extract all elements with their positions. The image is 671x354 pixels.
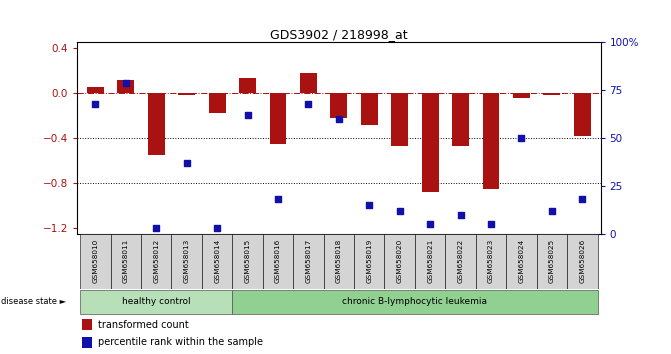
Bar — [209, 93, 225, 113]
Text: GSM658015: GSM658015 — [244, 239, 250, 283]
Bar — [202, 234, 232, 289]
Bar — [293, 234, 323, 289]
Text: GSM658023: GSM658023 — [488, 239, 494, 283]
Bar — [354, 234, 384, 289]
Bar — [83, 319, 92, 330]
Bar — [87, 87, 104, 93]
Point — [516, 135, 527, 141]
Bar — [270, 93, 287, 144]
Point — [212, 225, 223, 231]
Text: GSM658014: GSM658014 — [214, 239, 220, 283]
Point — [395, 208, 405, 213]
Text: GSM658013: GSM658013 — [184, 239, 190, 283]
Text: transformed count: transformed count — [98, 320, 189, 330]
Bar — [232, 234, 263, 289]
Point — [546, 208, 557, 213]
Point — [151, 225, 162, 231]
Bar — [506, 234, 537, 289]
Point — [425, 221, 435, 227]
Text: GSM658021: GSM658021 — [427, 239, 433, 283]
Bar — [567, 234, 597, 289]
Text: GSM658018: GSM658018 — [336, 239, 342, 283]
Point — [333, 116, 344, 122]
Bar — [537, 234, 567, 289]
Bar — [513, 93, 530, 98]
Point — [486, 221, 497, 227]
Bar — [574, 93, 590, 136]
Point — [90, 101, 101, 107]
Bar — [83, 337, 92, 348]
Text: GSM658011: GSM658011 — [123, 239, 129, 283]
Bar — [178, 93, 195, 95]
Bar — [141, 234, 172, 289]
Bar — [384, 234, 415, 289]
Bar — [482, 93, 499, 189]
Text: GSM658019: GSM658019 — [366, 239, 372, 283]
Text: GSM658022: GSM658022 — [458, 239, 464, 283]
Bar — [239, 79, 256, 93]
Bar — [111, 234, 141, 289]
Bar — [81, 290, 232, 314]
Bar — [544, 93, 560, 95]
Text: GSM658026: GSM658026 — [579, 239, 585, 283]
Bar — [476, 234, 506, 289]
Bar — [300, 73, 317, 93]
Text: GSM658020: GSM658020 — [397, 239, 403, 283]
Bar — [415, 234, 446, 289]
Bar — [323, 234, 354, 289]
Point — [577, 196, 588, 202]
Point — [121, 80, 132, 85]
Point — [303, 101, 314, 107]
Bar — [117, 80, 134, 93]
Point — [242, 112, 253, 118]
Text: GSM658012: GSM658012 — [153, 239, 159, 283]
Title: GDS3902 / 218998_at: GDS3902 / 218998_at — [270, 28, 408, 41]
Bar — [422, 93, 439, 192]
Bar — [391, 93, 408, 146]
Bar — [81, 234, 111, 289]
Bar — [263, 234, 293, 289]
Text: GSM658025: GSM658025 — [549, 239, 555, 283]
Point — [181, 160, 192, 166]
Text: chronic B-lymphocytic leukemia: chronic B-lymphocytic leukemia — [342, 297, 487, 306]
Text: disease state ►: disease state ► — [1, 297, 66, 306]
Point — [364, 202, 374, 208]
Bar — [331, 93, 347, 118]
Point — [272, 196, 283, 202]
Point — [455, 212, 466, 217]
Bar — [232, 290, 597, 314]
Bar — [452, 93, 469, 146]
Bar — [361, 93, 378, 125]
Text: GSM658016: GSM658016 — [275, 239, 281, 283]
Text: percentile rank within the sample: percentile rank within the sample — [98, 337, 263, 347]
Text: GSM658024: GSM658024 — [519, 239, 525, 283]
Text: GSM658010: GSM658010 — [93, 239, 99, 283]
Bar — [148, 93, 164, 155]
Text: GSM658017: GSM658017 — [305, 239, 311, 283]
Bar — [446, 234, 476, 289]
Text: healthy control: healthy control — [122, 297, 191, 306]
Bar — [172, 234, 202, 289]
